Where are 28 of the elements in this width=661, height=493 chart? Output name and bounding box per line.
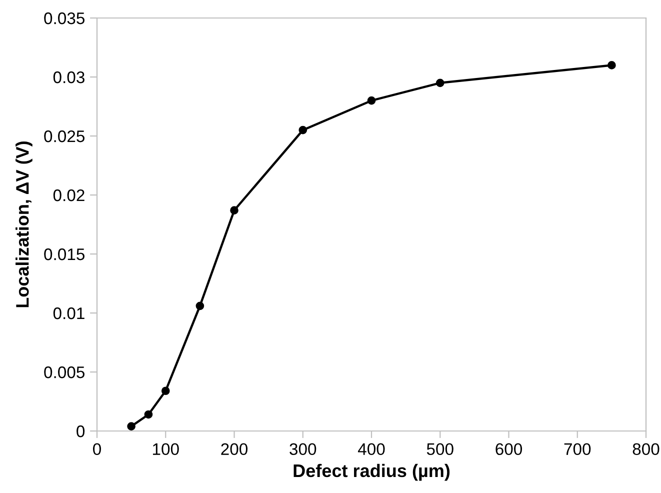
y-tick-label: 0.01 [53,307,84,320]
x-axis-title: Defect radius (µm) [294,464,450,481]
y-tick-label: 0.02 [53,189,84,202]
point [127,422,136,430]
y-tick-label: 0.035 [44,12,84,24]
y-tick-label: 0 [76,425,85,438]
point [298,126,308,134]
point [196,302,204,310]
x-tick-label: 200 [221,443,248,456]
y-tick-label: 0.015 [44,248,84,260]
point [144,410,153,419]
x-tick-label: 0 [93,443,101,456]
point [161,386,170,396]
x-tick-label: 600 [496,443,522,456]
point [367,96,376,105]
x-tick-label: 300 [290,443,316,456]
y-tick-label: 0.025 [44,130,84,142]
y-tick-label: 0.005 [44,366,84,378]
x-tick-label: 500 [426,443,454,456]
point [230,206,238,215]
x-tick-label: 400 [358,443,385,456]
y-axis-title: Localization, ΔV (V) [16,141,32,308]
x-tick-label: 100 [152,443,179,456]
y-tick-label: 0.03 [53,71,84,84]
point [608,61,616,70]
x-tick-label: 700 [564,443,591,456]
x-tick-label: 800 [632,443,660,456]
point [436,78,444,88]
